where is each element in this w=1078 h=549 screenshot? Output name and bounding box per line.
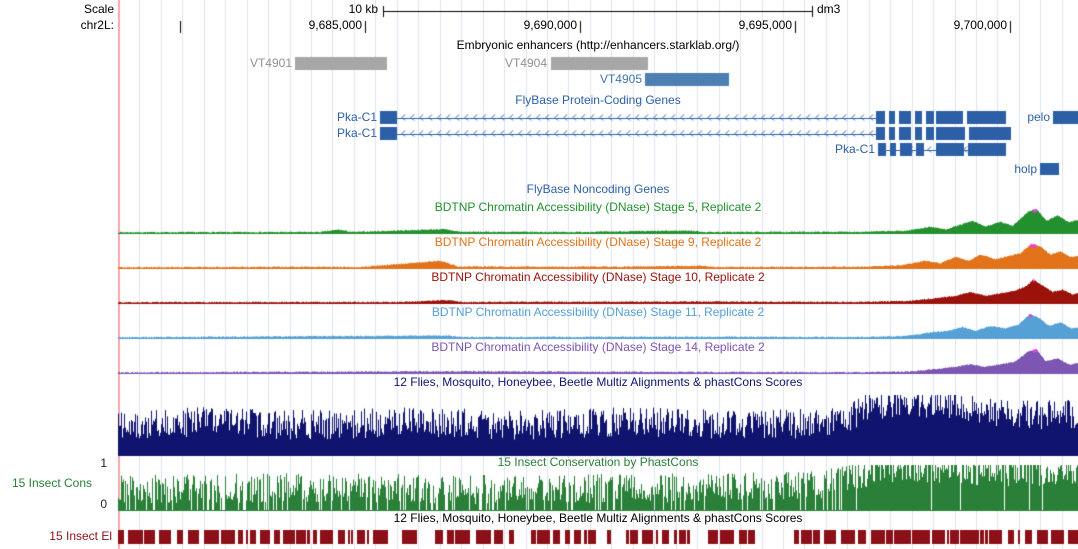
track-dnase-stage9[interactable] <box>0 235 1078 269</box>
track-ruler[interactable] <box>0 0 1078 36</box>
track-dnase-stage14[interactable] <box>0 340 1078 374</box>
track-dnase-stage10[interactable] <box>0 270 1078 304</box>
track-insect-elements[interactable] <box>0 513 1078 549</box>
track-flybase-noncoding[interactable] <box>0 182 1078 199</box>
track-dnase-stage11[interactable] <box>0 305 1078 339</box>
track-phastcons[interactable] <box>0 456 1078 512</box>
track-multiz-dense[interactable] <box>0 375 1078 455</box>
track-enhancers[interactable] <box>0 37 1078 92</box>
track-flybase-coding[interactable] <box>0 93 1078 181</box>
track-dnase-stage5[interactable] <box>0 200 1078 234</box>
